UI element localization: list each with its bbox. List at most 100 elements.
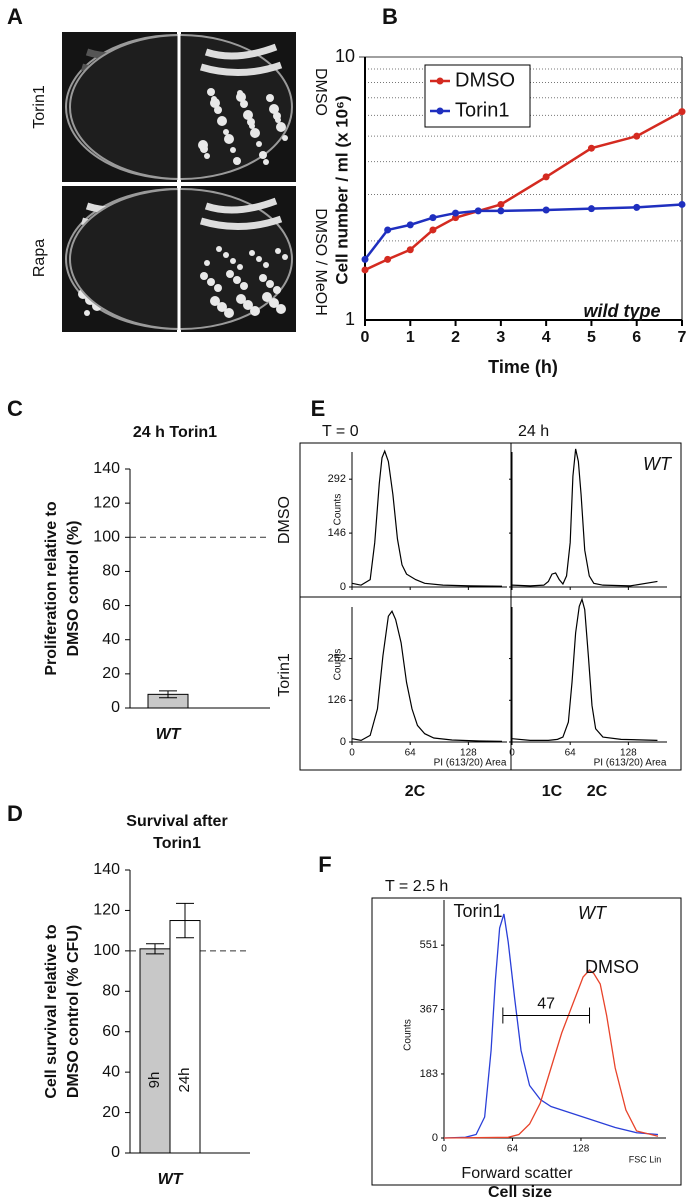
colony (233, 157, 241, 165)
colony (259, 151, 267, 159)
y-axis-label: DMSO control (%) (65, 521, 82, 657)
row-label: Torin1 (276, 653, 293, 697)
column-label: T = 0 (322, 423, 359, 440)
y-axis-label: Cell number / ml (x 10⁶) (332, 95, 351, 284)
legend (424, 64, 531, 128)
y-axis-label: Counts (403, 1019, 414, 1051)
colony (240, 100, 248, 108)
y-tick-label: 40 (102, 1063, 120, 1080)
colony (230, 147, 236, 153)
panel-letter: E (311, 396, 326, 421)
colony (217, 116, 227, 126)
x-tick-label: 3 (496, 329, 505, 346)
column-label: 24 h (518, 423, 549, 440)
colony (216, 246, 222, 252)
bar (139, 948, 171, 1154)
colony (84, 310, 90, 316)
data-point (452, 209, 460, 217)
data-point (587, 205, 595, 213)
bar-label: 24h (176, 1067, 193, 1092)
y-tick-label: 292 (328, 473, 346, 485)
x-axis-label: FSC Lin (629, 1154, 662, 1164)
y-axis-label: Proliferation relative to (43, 501, 60, 675)
histogram-curve (443, 913, 659, 1139)
data-point (384, 255, 392, 263)
data-point (633, 203, 641, 211)
row-label: DMSO / MeOH (312, 208, 329, 316)
data-point (406, 246, 414, 254)
colony (210, 98, 220, 108)
colony (210, 296, 220, 306)
chart-title: Torin1 (153, 835, 201, 852)
data-point (429, 214, 437, 222)
data-point (587, 144, 595, 152)
data-point (542, 173, 550, 181)
colony (250, 306, 260, 316)
annotation: WT (643, 454, 673, 474)
annotation: WT (578, 903, 608, 923)
colony (269, 298, 279, 308)
y-tick-label: 1 (345, 309, 355, 329)
data-point (361, 266, 369, 274)
colony (256, 256, 262, 262)
row-label: DMSO (312, 68, 329, 116)
y-tick-label: 40 (102, 631, 120, 648)
colony (233, 276, 241, 284)
bar-label: 9h (146, 1072, 163, 1089)
y-tick-label: 0 (111, 699, 120, 716)
x-tick-label: 128 (620, 748, 637, 759)
colony (230, 258, 236, 264)
series-label: DMSO (585, 957, 639, 977)
y-tick-label: 0 (340, 736, 346, 748)
colony (273, 286, 281, 294)
colony (263, 159, 269, 165)
colony (262, 292, 272, 302)
panel-letter: A (7, 4, 23, 29)
y-tick-label: 252 (328, 652, 346, 664)
colony (249, 250, 255, 256)
data-point (429, 226, 437, 234)
colony (243, 110, 253, 120)
legend-label: Torin1 (455, 99, 509, 121)
y-tick-label: 367 (420, 1003, 438, 1015)
y-tick-label: 120 (93, 494, 120, 511)
colony (217, 302, 227, 312)
y-tick-label: 140 (93, 460, 120, 477)
x-axis-label: Time (h) (488, 357, 558, 377)
panel-box (371, 897, 682, 1186)
data-point (474, 207, 482, 215)
colony (276, 304, 286, 314)
peak-label: 1C (542, 783, 563, 800)
x-axis-title: Forward scatter (461, 1165, 573, 1182)
peak-label: 2C (587, 783, 608, 800)
colony (256, 141, 262, 147)
x-tick-label: 0 (361, 329, 370, 346)
y-tick-label: 20 (102, 1104, 120, 1121)
colony (243, 300, 253, 310)
y-tick-label: 100 (93, 529, 120, 546)
y-tick-label: 60 (102, 597, 120, 614)
legend-label: DMSO (455, 69, 515, 91)
row-label: Torin1 (31, 85, 48, 129)
y-tick-label: 0 (340, 581, 346, 593)
bracket-label: 47 (537, 996, 555, 1013)
annotation: wild type (583, 301, 660, 321)
y-tick-label: 80 (102, 563, 120, 580)
colony (204, 260, 210, 266)
x-tick-label: 64 (565, 748, 577, 759)
legend-marker (436, 77, 444, 85)
colony (223, 252, 229, 258)
streak (199, 197, 283, 230)
data-point (497, 207, 505, 215)
x-tick-label: 6 (632, 329, 641, 346)
data-point (406, 221, 414, 229)
panel-letter: F (318, 852, 331, 877)
x-tick-label: 1 (406, 329, 415, 346)
panel-letter: C (7, 396, 23, 421)
histogram-curve (511, 597, 658, 741)
colony (226, 270, 234, 278)
colony (249, 123, 255, 129)
x-tick-label: 5 (587, 329, 596, 346)
histogram-curve (443, 969, 659, 1139)
